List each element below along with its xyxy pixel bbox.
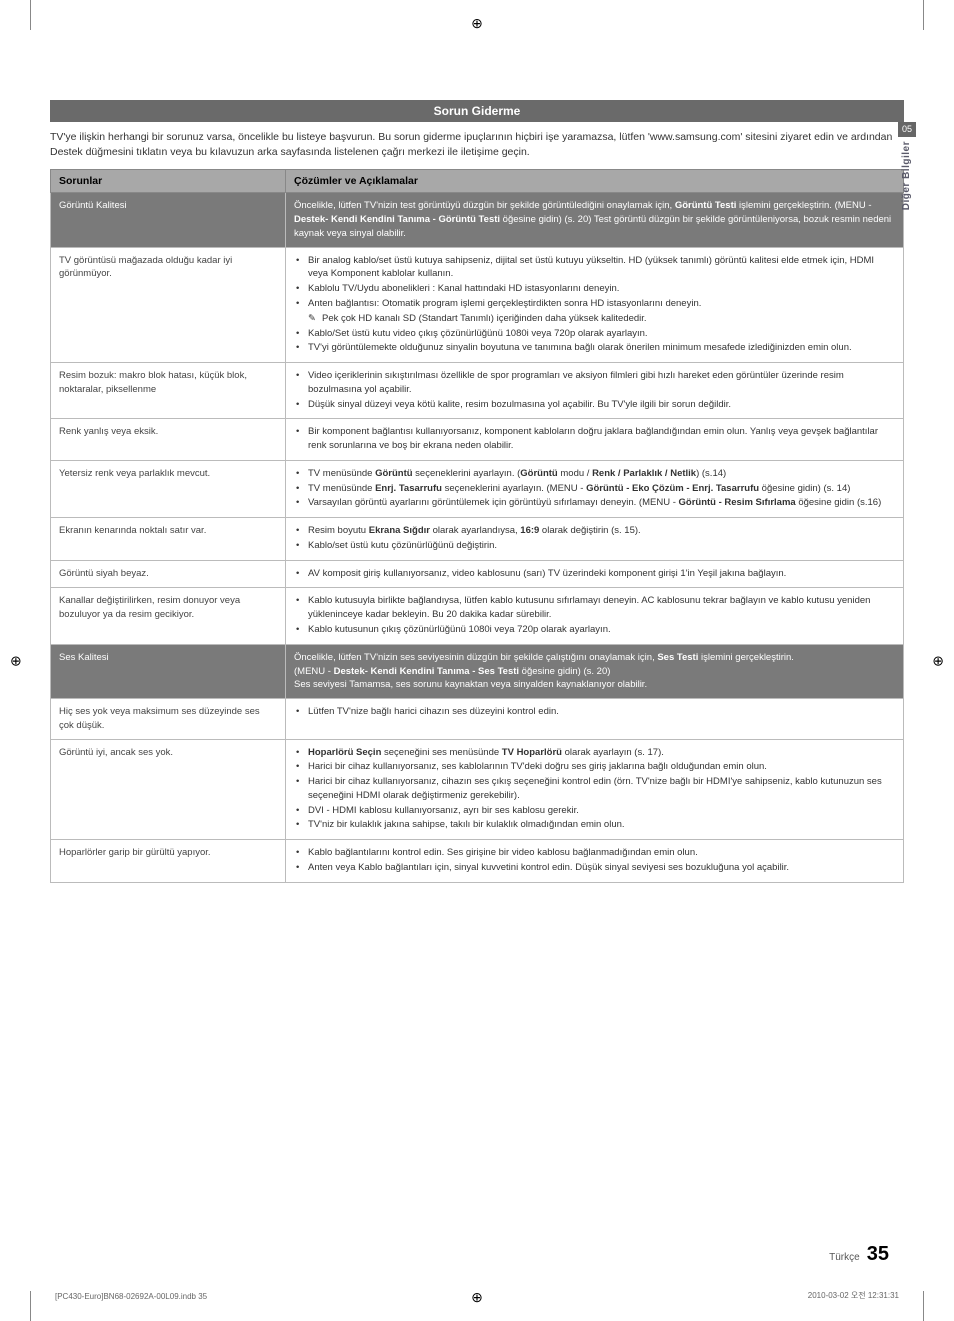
table-row: Görüntü KalitesiÖncelikle, lütfen TV'niz…	[51, 193, 904, 247]
table-header-solutions: Çözümler ve Açıklamalar	[286, 170, 904, 193]
solution-cell: Hoparlörü Seçin seçeneğini ses menüsünde…	[286, 739, 904, 840]
solution-list: Kablo kutusuyla birlikte bağlandıysa, lü…	[294, 594, 895, 636]
registration-mark-bottom: ⊕	[471, 1289, 483, 1306]
crop-mark	[30, 1291, 31, 1321]
page-num: 35	[867, 1243, 889, 1265]
problem-cell: Renk yanlış veya eksik.	[51, 419, 286, 461]
list-item: Resim boyutu Ekrana Sığdır olarak ayarla…	[294, 524, 895, 538]
category-cell: Görüntü Kalitesi	[51, 193, 286, 247]
problem-cell: Ekranın kenarında noktalı satır var.	[51, 518, 286, 561]
crop-mark	[30, 0, 31, 30]
solution-cell: TV menüsünde Görüntü seçeneklerini ayarl…	[286, 460, 904, 517]
list-item: Bir komponent bağlantısı kullanıyorsanız…	[294, 425, 895, 453]
table-row: TV görüntüsü mağazada olduğu kadar iyi g…	[51, 247, 904, 362]
chapter-title: Diğer Bilgiler	[900, 141, 914, 210]
registration-mark-top: ⊕	[471, 15, 483, 32]
footer-right: 2010-03-02 오전 12:31:31	[808, 1290, 899, 1301]
table-row: Ekranın kenarında noktalı satır var. Resi…	[51, 518, 904, 561]
troubleshooting-table: Sorunlar Çözümler ve Açıklamalar Görüntü…	[50, 169, 904, 882]
category-solution-cell: Öncelikle, lütfen TV'nizin ses seviyesin…	[286, 644, 904, 698]
table-row: Hiç ses yok veya maksimum ses düzeyinde …	[51, 699, 904, 740]
table-body: Görüntü KalitesiÖncelikle, lütfen TV'niz…	[51, 193, 904, 882]
table-row: Görüntü siyah beyaz. AV komposit giriş ku…	[51, 560, 904, 588]
list-item: TV'niz bir kulaklık jakına sahipse, takı…	[294, 818, 895, 832]
solution-cell: Bir komponent bağlantısı kullanıyorsanız…	[286, 419, 904, 461]
problem-cell: Resim bozuk: makro blok hatası, küçük bl…	[51, 363, 286, 419]
problem-cell: Hoparlörler garip bir gürültü yapıyor.	[51, 840, 286, 883]
list-item-note: Pek çok HD kanalı SD (Standart Tanımlı) …	[294, 312, 895, 326]
problem-cell: TV görüntüsü mağazada olduğu kadar iyi g…	[51, 247, 286, 362]
solution-cell: Bir analog kablo/set üstü kutuya sahipse…	[286, 247, 904, 362]
side-chapter-label: 05 Diğer Bilgiler	[898, 122, 916, 215]
problem-cell: Yetersiz renk veya parlaklık mevcut.	[51, 460, 286, 517]
problem-cell: Kanallar değiştirilirken, resim donuyor …	[51, 588, 286, 644]
category-cell: Ses Kalitesi	[51, 644, 286, 698]
list-item: Anten veya Kablo bağlantıları için, siny…	[294, 861, 895, 875]
list-item: AV komposit giriş kullanıyorsanız, video…	[294, 567, 895, 581]
list-item: Kablo/Set üstü kutu video çıkış çözünürl…	[294, 327, 895, 341]
solution-list: TV menüsünde Görüntü seçeneklerini ayarl…	[294, 467, 895, 510]
table-row: Görüntü iyi, ancak ses yok. Hoparlörü Seç…	[51, 739, 904, 840]
solution-list: Kablo bağlantılarını kontrol edin. Ses g…	[294, 846, 895, 875]
table-row: Resim bozuk: makro blok hatası, küçük bl…	[51, 363, 904, 419]
list-item: Anten bağlantısı: Otomatik program işlem…	[294, 297, 895, 311]
solution-list: Video içeriklerinin sıkıştırılması özell…	[294, 369, 895, 411]
list-item: Varsayılan görüntü ayarlarını görüntülem…	[294, 496, 895, 510]
crop-mark	[923, 1291, 924, 1321]
solution-list: Lütfen TV'nize bağlı harici cihazın ses …	[294, 705, 895, 719]
list-item: DVI - HDMI kablosu kullanıyorsanız, ayrı…	[294, 804, 895, 818]
table-header-problems: Sorunlar	[51, 170, 286, 193]
list-item: Lütfen TV'nize bağlı harici cihazın ses …	[294, 705, 895, 719]
table-row: Hoparlörler garip bir gürültü yapıyor. Ka…	[51, 840, 904, 883]
solution-list: Bir komponent bağlantısı kullanıyorsanız…	[294, 425, 895, 453]
solution-cell: AV komposit giriş kullanıyorsanız, video…	[286, 560, 904, 588]
list-item: TV menüsünde Enrj. Tasarrufu seçenekleri…	[294, 482, 895, 496]
list-item: Bir analog kablo/set üstü kutuya sahipse…	[294, 254, 895, 282]
problem-cell: Hiç ses yok veya maksimum ses düzeyinde …	[51, 699, 286, 740]
list-item: Kablo kutusunun çıkış çözünürlüğünü 1080…	[294, 623, 895, 637]
list-item: Kablo kutusuyla birlikte bağlandıysa, lü…	[294, 594, 895, 622]
solution-cell: Video içeriklerinin sıkıştırılması özell…	[286, 363, 904, 419]
registration-mark-left: ⊕	[10, 652, 22, 669]
section-title: Sorun Giderme	[50, 100, 904, 122]
list-item: Kablolu TV/Uydu abonelikleri : Kanal hat…	[294, 282, 895, 296]
page-lang: Türkçe	[829, 1252, 860, 1263]
footer-left: [PC430-Euro]BN68-02692A-00L09.indb 35	[55, 1292, 207, 1301]
table-row: Kanallar değiştirilirken, resim donuyor …	[51, 588, 904, 644]
intro-paragraph: TV'ye ilişkin herhangi bir sorunuz varsa…	[50, 130, 904, 159]
table-row: Ses KalitesiÖncelikle, lütfen TV'nizin s…	[51, 644, 904, 698]
table-row: Renk yanlış veya eksik. Bir komponent bağ…	[51, 419, 904, 461]
page-number: Türkçe 35	[829, 1243, 889, 1266]
list-item: TV menüsünde Görüntü seçeneklerini ayarl…	[294, 467, 895, 481]
category-solution-cell: Öncelikle, lütfen TV'nizin test görüntüy…	[286, 193, 904, 247]
solution-cell: Kablo kutusuyla birlikte bağlandıysa, lü…	[286, 588, 904, 644]
registration-mark-right: ⊕	[932, 652, 944, 669]
list-item: Kablo bağlantılarını kontrol edin. Ses g…	[294, 846, 895, 860]
solution-list: Resim boyutu Ekrana Sığdır olarak ayarla…	[294, 524, 895, 553]
list-item: Hoparlörü Seçin seçeneğini ses menüsünde…	[294, 746, 895, 760]
list-item: TV'yi görüntülemekte olduğunuz sinyalin …	[294, 341, 895, 355]
solution-cell: Lütfen TV'nize bağlı harici cihazın ses …	[286, 699, 904, 740]
list-item: Harici bir cihaz kullanıyorsanız, cihazı…	[294, 775, 895, 803]
solution-cell: Resim boyutu Ekrana Sığdır olarak ayarla…	[286, 518, 904, 561]
crop-mark	[923, 0, 924, 30]
list-item: Düşük sinyal düzeyi veya kötü kalite, re…	[294, 398, 895, 412]
solution-list: Hoparlörü Seçin seçeneğini ses menüsünde…	[294, 746, 895, 833]
list-item: Video içeriklerinin sıkıştırılması özell…	[294, 369, 895, 397]
problem-cell: Görüntü siyah beyaz.	[51, 560, 286, 588]
solution-cell: Kablo bağlantılarını kontrol edin. Ses g…	[286, 840, 904, 883]
table-row: Yetersiz renk veya parlaklık mevcut. TV m…	[51, 460, 904, 517]
chapter-number: 05	[898, 122, 916, 137]
list-item: Harici bir cihaz kullanıyorsanız, ses ka…	[294, 760, 895, 774]
list-item: Kablo/set üstü kutu çözünürlüğünü değişt…	[294, 539, 895, 553]
problem-cell: Görüntü iyi, ancak ses yok.	[51, 739, 286, 840]
solution-list: Bir analog kablo/set üstü kutuya sahipse…	[294, 254, 895, 355]
solution-list: AV komposit giriş kullanıyorsanız, video…	[294, 567, 895, 581]
